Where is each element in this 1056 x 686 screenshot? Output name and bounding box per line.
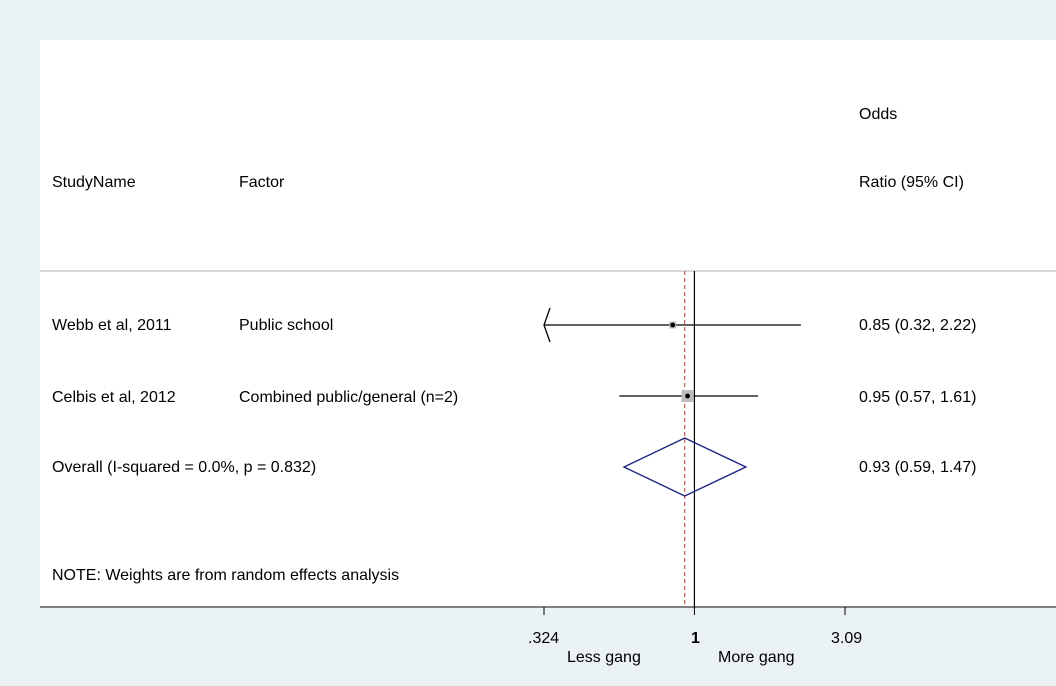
header-odds: Odds — [859, 106, 898, 123]
header-factor: Factor — [239, 174, 285, 191]
x-tick-label-3: 3.09 — [831, 630, 863, 647]
header-study-name: StudyName — [52, 174, 136, 191]
plot-panel — [40, 40, 1056, 608]
overall-ci-text: 0.93 (0.59, 1.47) — [859, 459, 977, 476]
ci-text-2: 0.95 (0.57, 1.61) — [859, 389, 977, 406]
point-estimate-1 — [670, 322, 676, 328]
ci-text-1: 0.85 (0.32, 2.22) — [859, 317, 977, 334]
factor-1: Public school — [239, 317, 334, 334]
x-tick-label-1: .324 — [528, 630, 560, 647]
study-name-2: Celbis et al, 2012 — [52, 389, 176, 406]
factor-2: Combined public/general (n=2) — [239, 389, 459, 406]
less-gang-label: Less gang — [567, 649, 641, 666]
weights-note: NOTE: Weights are from random effects an… — [52, 567, 400, 584]
x-tick-label-2: 1 — [691, 630, 700, 647]
overall-label: Overall (I-squared = 0.0%, p = 0.832) — [52, 459, 317, 476]
overall-diamond — [622, 437, 748, 497]
point-estimate-2 — [685, 393, 690, 399]
more-gang-label: More gang — [718, 649, 795, 666]
study-name-1: Webb et al, 2011 — [52, 317, 172, 334]
ci-truncation-arrow-1 — [543, 307, 551, 343]
header-ratio-ci: Ratio (95% CI) — [859, 174, 964, 191]
